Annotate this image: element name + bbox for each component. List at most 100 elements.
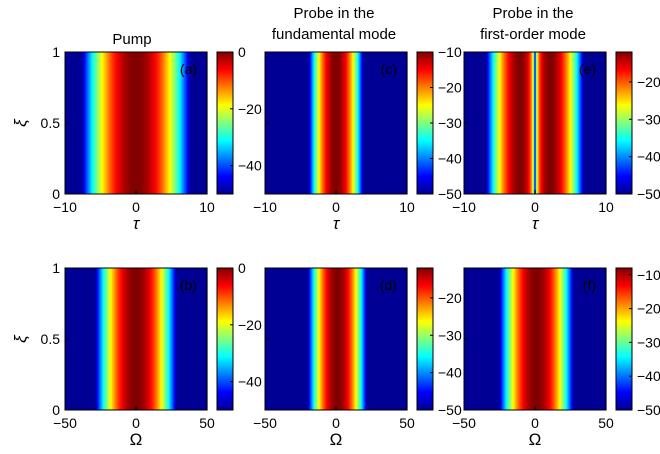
heatmap-cell: [399, 268, 402, 410]
heatmap-cell: [274, 268, 276, 410]
heatmap-cell: [322, 52, 325, 194]
heatmap-cell: [393, 268, 396, 410]
heatmap-cell: [570, 52, 573, 194]
heatmap-cell: [531, 52, 534, 194]
heatmap-cell: [400, 52, 403, 194]
heatmap-cell: [587, 268, 590, 410]
heatmap-cell: [362, 52, 364, 194]
x-tick-label: 50: [598, 415, 614, 431]
x-tick-label: −10: [452, 199, 476, 215]
heatmap-cell: [582, 52, 585, 194]
heatmap-cell: [562, 268, 564, 410]
heatmap-cell: [177, 268, 180, 410]
heatmap-cell: [366, 52, 369, 194]
heatmap-cell: [562, 52, 564, 194]
heatmap-cell: [179, 268, 182, 410]
heatmap-cell: [567, 268, 570, 410]
heatmap-cell: [368, 52, 371, 194]
heatmap-cell: [92, 52, 94, 194]
heatmap-cell: [588, 268, 591, 410]
heatmap-cell: [402, 52, 405, 194]
heatmap-cell: [313, 268, 316, 410]
heatmap-cell: [385, 52, 388, 194]
heatmap-cell: [287, 52, 289, 194]
heatmap-cell: [173, 52, 176, 194]
heatmap-cell: [596, 52, 599, 194]
heatmap-cell: [576, 268, 579, 410]
x-tick-label: 50: [199, 415, 215, 431]
heatmap-cell: [145, 268, 147, 410]
heatmap-cell: [151, 268, 153, 410]
heatmap-cell: [487, 52, 489, 194]
x-tick-label: 0: [332, 415, 340, 431]
heatmap-cell: [388, 268, 391, 410]
heatmap-cell: [599, 268, 602, 410]
heatmap-cell: [584, 52, 587, 194]
heatmap-cell: [98, 52, 101, 194]
heatmap-cell: [298, 268, 301, 410]
heatmap-cell: [158, 268, 160, 410]
heatmap-cell: [589, 52, 592, 194]
heatmap-cell: [468, 52, 470, 194]
x-tick-label: 50: [399, 415, 415, 431]
heatmap-cell: [295, 52, 298, 194]
heatmap-cell: [383, 268, 386, 410]
heatmap-cell: [577, 52, 580, 194]
heatmap-cell: [88, 268, 90, 410]
heatmap-cell: [564, 268, 567, 410]
heatmap-cell: [579, 268, 582, 410]
heatmap-cell: [181, 268, 184, 410]
heatmap-cell: [155, 268, 157, 410]
x-axis-label: Ω: [130, 430, 143, 449]
colorbar-tick-label: −50: [438, 402, 462, 418]
heatmap-cell: [275, 52, 277, 194]
heatmap-cell: [307, 268, 310, 410]
heatmap-cell: [163, 52, 165, 194]
heatmap-cell: [139, 268, 141, 410]
heatmap-cell: [290, 52, 292, 194]
heatmap-cell: [379, 268, 382, 410]
heatmap-cell: [110, 52, 113, 194]
heatmap-cell: [287, 268, 289, 410]
heatmap-cell: [358, 52, 360, 194]
heatmap-cell: [76, 52, 78, 194]
heatmap-cell: [171, 268, 174, 410]
heatmap-cell: [193, 52, 196, 194]
heatmap-cell: [302, 268, 305, 410]
heatmap-cell: [338, 268, 340, 410]
heatmap-cell: [177, 52, 180, 194]
heatmap-cell: [590, 268, 593, 410]
heatmap-cell: [165, 52, 168, 194]
heatmap-cell: [104, 268, 107, 410]
heatmap-cell: [303, 52, 306, 194]
heatmap-cell: [296, 52, 299, 194]
heatmap-cell: [179, 52, 182, 194]
heatmap-cell: [299, 52, 302, 194]
heatmap-cell: [579, 52, 582, 194]
heatmap-cell: [88, 52, 90, 194]
heatmap-cell: [84, 268, 86, 410]
heatmap-cell: [122, 52, 125, 194]
heatmap-cell: [356, 52, 358, 194]
heatmap-cell: [543, 268, 545, 410]
heatmap-cell: [586, 52, 589, 194]
heatmap-cell: [73, 52, 75, 194]
heatmap-cell: [150, 268, 152, 410]
heatmap-cell: [524, 52, 527, 194]
heatmap-cell: [403, 268, 406, 410]
heatmap-cell: [542, 268, 544, 410]
heatmap-cell: [83, 268, 85, 410]
heatmap-cell: [576, 52, 579, 194]
heatmap-cell: [69, 52, 71, 194]
heatmap-cell: [603, 268, 606, 410]
heatmap-cell: [348, 268, 350, 410]
heatmap-cell: [505, 268, 508, 410]
heatmap-cell: [130, 52, 133, 194]
heatmap-cell: [485, 52, 487, 194]
heatmap-cell: [274, 52, 276, 194]
heatmap-cell: [591, 268, 594, 410]
heatmap-cell: [146, 52, 148, 194]
heatmap-cell: [472, 268, 474, 410]
heatmap-cell: [494, 268, 497, 410]
